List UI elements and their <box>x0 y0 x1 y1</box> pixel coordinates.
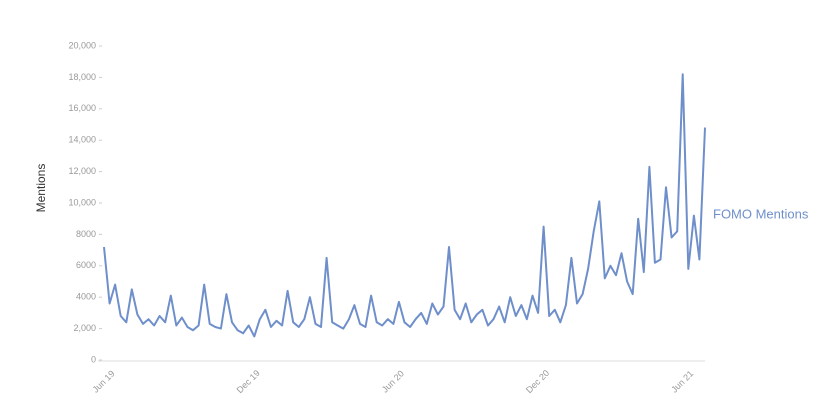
x-tick-label: Dec 19 <box>235 368 262 395</box>
y-tick-label: 20,000 <box>68 40 96 50</box>
x-tick-label: Jun 21 <box>669 368 695 394</box>
y-tick-label: 16,000 <box>68 103 96 113</box>
data-line <box>103 73 706 338</box>
y-tick-label: 12,000 <box>68 166 96 176</box>
x-tick-label: Dec 20 <box>524 368 551 395</box>
y-tick-label: 18,000 <box>68 72 96 82</box>
y-axis-label: Mentions <box>34 164 48 213</box>
y-tick-label: 14,000 <box>68 135 96 145</box>
series-label: FOMO Mentions <box>713 206 809 221</box>
x-tick-label: Jun 19 <box>90 368 116 394</box>
y-tick-label: 6000 <box>76 260 96 270</box>
y-tick-label: 8000 <box>76 229 96 239</box>
y-tick-label: 2,000 <box>73 323 96 333</box>
y-tick-label: 0 <box>91 354 96 364</box>
x-tick-label: Jun 20 <box>380 368 406 394</box>
y-tick-label: 4000 <box>76 292 96 302</box>
y-tick-label: 10,000 <box>68 197 96 207</box>
